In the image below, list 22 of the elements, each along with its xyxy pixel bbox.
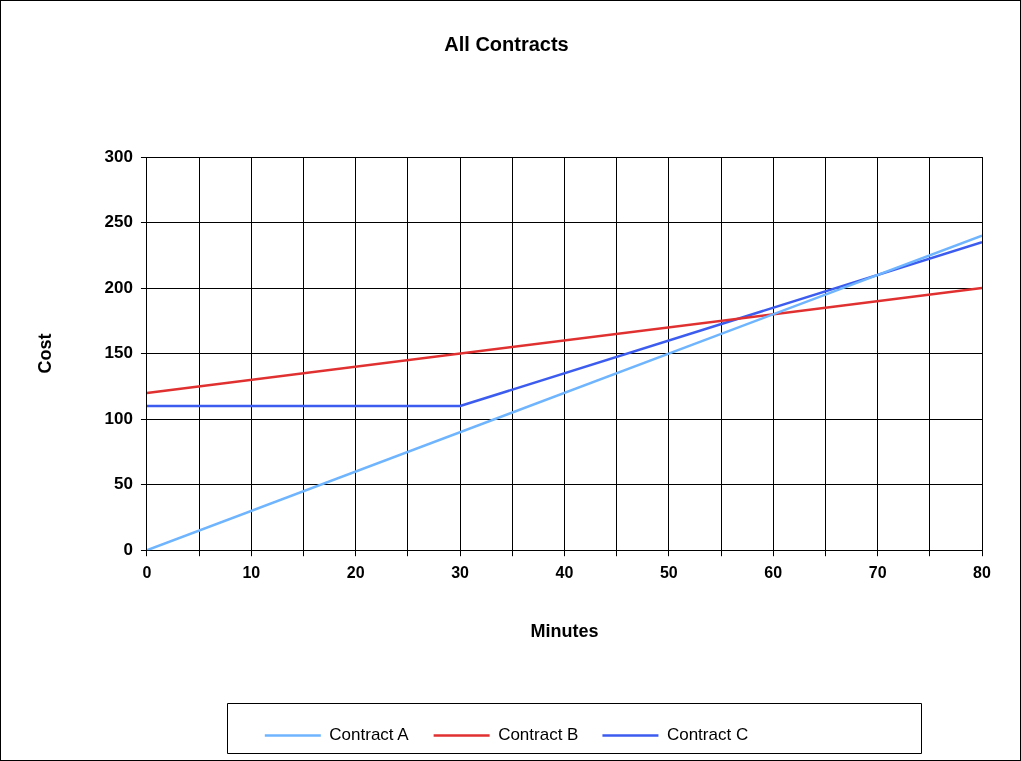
x-tick-label: 20: [346, 564, 365, 582]
chart-title: All Contracts: [444, 32, 569, 55]
y-tick-label: 150: [104, 343, 133, 363]
y-axis-title: Cost: [34, 333, 55, 374]
x-tick-label: 60: [764, 564, 783, 582]
y-tick-label: 250: [104, 212, 133, 232]
x-tick-label: 10: [242, 564, 261, 582]
x-tick-label: 80: [973, 564, 991, 582]
y-tick-label: 50: [114, 474, 133, 494]
legend-label: Contract C: [666, 725, 749, 745]
y-tick-label: 200: [104, 277, 133, 297]
x-tick-label: 0: [142, 564, 152, 582]
x-tick-label: 70: [868, 564, 887, 582]
x-axis-title: Minutes: [530, 621, 599, 642]
y-tick-label: 0: [123, 539, 133, 559]
x-tick-label: 40: [555, 564, 574, 582]
legend-label: Contract B: [498, 725, 579, 745]
x-tick-label: 50: [659, 564, 678, 582]
x-tick-label: 30: [451, 564, 470, 582]
y-tick-label: 100: [104, 408, 133, 428]
y-tick-label: 300: [104, 146, 133, 166]
legend-label: Contract A: [329, 725, 410, 745]
